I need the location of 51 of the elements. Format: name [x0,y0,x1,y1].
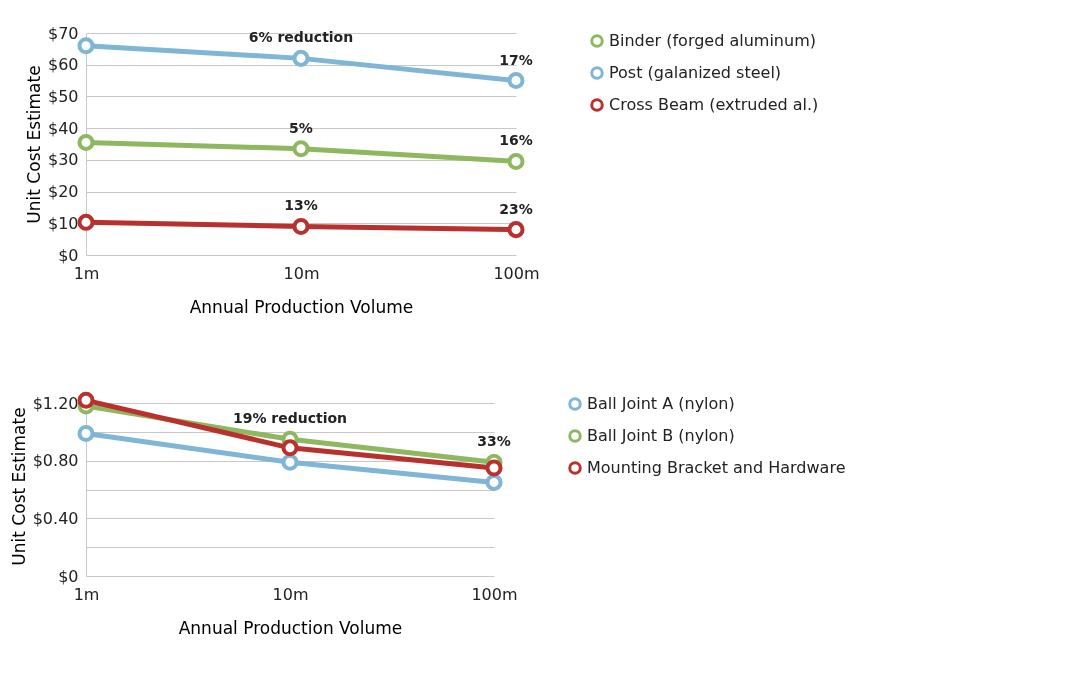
y-tick-label: $50 [47,86,79,106]
legend-label: Ball Joint A (nylon) [587,394,735,413]
point [292,140,310,158]
y-axis-title: Unit Cost Estimate [23,65,44,224]
annotation: 33% [477,433,511,450]
point [77,133,95,151]
point [77,37,95,55]
point [77,424,95,442]
y-axis-title: Unit Cost Estimate [8,407,29,566]
y-tick-label: $30 [47,150,79,170]
x-tick-label: 10m [283,263,320,283]
y-tick-label: $0 [58,245,79,265]
annotation: 19% reduction [232,410,348,427]
y-tick-label: $40 [47,118,79,138]
point [507,72,525,90]
y-tick-label: $70 [47,23,79,43]
point [292,49,310,67]
annotation: 5% [289,119,313,136]
x-tick-label: 100m [493,263,540,283]
x-axis-title: Annual Production Volume [189,296,414,317]
y-tick-label: $60 [47,55,79,75]
point [281,439,299,457]
x-tick-label: 100m [471,584,518,604]
point [485,459,503,477]
y-tick-label: $0 [58,566,79,586]
x-axis-title: Annual Production Volume [178,617,403,638]
annotation: 17% [499,51,533,68]
y-tick-label: $1.20 [32,393,79,413]
y-tick-label: $0.80 [32,451,79,471]
point [507,221,525,239]
point [507,152,525,170]
annotation: 13% [284,197,318,214]
x-tick-label: 10m [272,584,309,604]
point [485,473,503,491]
legend-label: Ball Joint B (nylon) [587,426,735,445]
annotation: 6% reduction [248,29,354,46]
legend-label: Mounting Bracket and Hardware [587,458,846,477]
annotation: 16% [499,132,533,149]
y-tick-label: $10 [47,213,79,233]
x-tick-label: 1m [73,584,100,604]
legend-label: Binder (forged aluminum) [609,31,816,50]
point [292,217,310,235]
y-tick-label: $20 [47,182,79,202]
y-tick-label: $0.40 [32,508,79,528]
legend-label: Cross Beam (extruded al.) [609,95,819,114]
x-tick-label: 1m [73,263,100,283]
point [77,391,95,409]
annotation: 23% [499,200,533,217]
point [77,213,95,231]
point [281,453,299,471]
legend-label: Post (galanized steel) [609,63,782,82]
